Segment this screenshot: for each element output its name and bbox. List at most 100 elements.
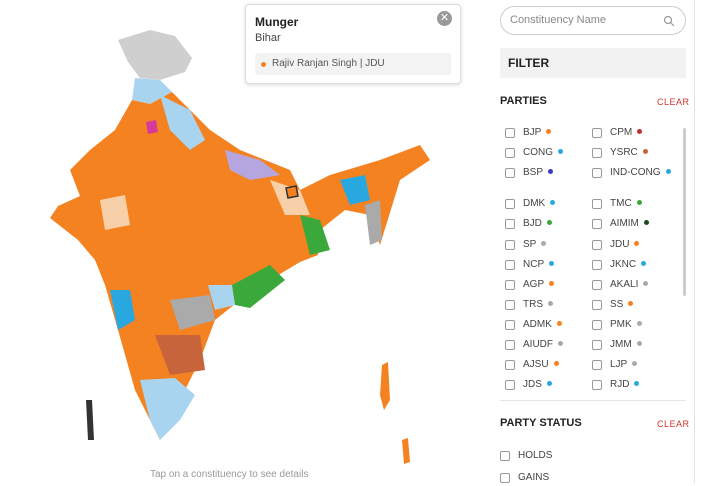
party-name-wrap: NCP	[523, 258, 555, 270]
checkbox[interactable]	[592, 168, 602, 179]
party-name: AIUDF	[523, 339, 553, 350]
checkbox[interactable]	[592, 199, 602, 210]
checkbox[interactable]	[592, 340, 602, 350]
party-color	[548, 300, 553, 306]
region[interactable]	[208, 285, 235, 310]
checkbox[interactable]	[505, 239, 515, 250]
checkbox[interactable]	[500, 451, 510, 461]
search-placeholder: Constituency Name	[510, 14, 606, 26]
winner-dot	[261, 62, 266, 67]
search-icon	[663, 15, 675, 27]
checkbox[interactable]	[505, 219, 515, 230]
party-name: PMK	[610, 318, 632, 330]
checkbox[interactable]	[592, 360, 602, 371]
highlight	[285, 185, 299, 199]
winner-row: Rajiv Ranjan Singh | JDU	[255, 53, 451, 75]
party-name: AJSU	[523, 359, 549, 371]
checkbox[interactable]	[592, 380, 602, 391]
region[interactable]	[300, 215, 330, 255]
region[interactable]	[365, 200, 382, 245]
checkbox[interactable]	[592, 148, 602, 159]
parties-title: PARTIES	[500, 95, 547, 107]
island[interactable]	[402, 438, 410, 464]
checkbox[interactable]	[505, 380, 515, 391]
checkbox[interactable]	[505, 279, 515, 290]
party-name-wrap: YSRC	[610, 147, 648, 158]
party-color	[550, 200, 556, 206]
checkbox[interactable]	[592, 239, 602, 250]
party-name: AGP	[523, 278, 545, 290]
party-color	[634, 240, 640, 246]
checkbox[interactable]	[592, 128, 602, 138]
party-name-wrap: BSP	[523, 167, 554, 179]
region[interactable]	[118, 30, 192, 80]
checkbox[interactable]	[500, 473, 510, 483]
checkbox[interactable]	[592, 219, 602, 230]
region[interactable]	[140, 378, 195, 440]
party-name-wrap: JKNC	[610, 258, 647, 270]
region[interactable]	[155, 335, 205, 375]
divider	[694, 0, 695, 484]
region[interactable]	[132, 78, 172, 104]
party-color	[558, 149, 563, 155]
footer-hint: Tap on a constituency to see details	[150, 469, 309, 480]
party-color	[556, 320, 562, 326]
tooltip: Munger Bihar ✕ Rajiv Ranjan Singh | JDU	[245, 4, 461, 84]
party-name-wrap: LJP	[610, 359, 638, 370]
close-button[interactable]: ✕	[437, 11, 452, 26]
party-name: DMK	[523, 198, 546, 210]
region[interactable]	[50, 92, 430, 440]
party-name-wrap: RJD	[610, 379, 640, 391]
region[interactable]	[160, 95, 205, 150]
checkbox[interactable]	[505, 319, 515, 330]
party-name-wrap: TMC	[610, 198, 642, 209]
party-name-wrap: ADMK	[523, 319, 562, 330]
party-name: CPM	[610, 127, 633, 138]
checkbox[interactable]	[505, 148, 515, 159]
map	[50, 30, 430, 464]
party-name-wrap: CONG	[523, 147, 563, 158]
party-name: JKNC	[610, 258, 637, 270]
status-clear[interactable]: CLEAR	[657, 419, 690, 429]
party-name-wrap: PMK	[610, 319, 642, 330]
checkbox[interactable]	[505, 128, 515, 138]
party-name: TRS	[523, 298, 543, 310]
checkbox[interactable]	[592, 319, 602, 330]
party-color	[642, 149, 648, 155]
party-color	[546, 381, 552, 387]
checkbox[interactable]	[505, 259, 515, 270]
island[interactable]	[380, 362, 390, 410]
party-name: BSP	[523, 167, 544, 179]
region[interactable]	[100, 195, 130, 230]
party-color	[643, 220, 649, 226]
checkbox[interactable]	[505, 299, 515, 310]
region[interactable]	[146, 120, 158, 134]
party-name-wrap: BJP	[523, 127, 552, 138]
region[interactable]	[232, 265, 285, 308]
status-name: HOLDS	[518, 450, 553, 461]
checkbox[interactable]	[505, 199, 515, 210]
party-name: RJD	[610, 379, 630, 391]
tooltip-subtitle: Bihar	[255, 32, 281, 44]
checkbox[interactable]	[592, 259, 602, 270]
island[interactable]	[86, 400, 94, 440]
party-color	[636, 320, 642, 326]
checkbox[interactable]	[592, 279, 602, 290]
region[interactable]	[170, 295, 215, 330]
party-name: NCP	[523, 258, 545, 270]
checkbox[interactable]	[592, 299, 602, 310]
search-box[interactable]: Constituency Name	[500, 6, 686, 35]
checkbox[interactable]	[505, 340, 515, 350]
party-name: YSRC	[610, 147, 638, 159]
party-color	[641, 260, 647, 266]
region[interactable]	[110, 290, 135, 330]
status-title: PARTY STATUS	[500, 417, 582, 429]
region[interactable]	[225, 150, 280, 180]
region[interactable]	[340, 175, 370, 205]
party-name: AKALI	[610, 278, 639, 290]
checkbox[interactable]	[505, 168, 515, 179]
party-color	[546, 129, 552, 134]
parties-clear[interactable]: CLEAR	[657, 97, 690, 107]
checkbox[interactable]	[505, 360, 515, 371]
